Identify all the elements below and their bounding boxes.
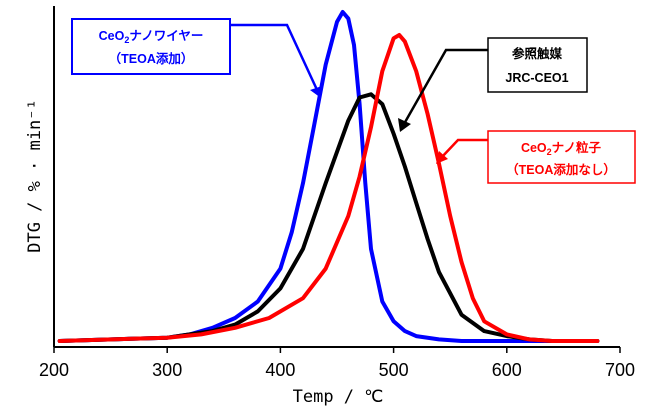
annotation-nanoparticle-arrowhead <box>436 151 448 164</box>
annotation-nanoparticle-arrow <box>440 138 488 159</box>
annotation-nanoparticle: CeO2ナノ粒子 （TEOA添加なし） <box>436 130 636 184</box>
x-tick-label: 400 <box>265 360 295 380</box>
annotation-nanowire-rest: ナノワイヤー <box>129 29 203 43</box>
x-ticks: 200 300 400 500 600 700 <box>39 347 635 380</box>
series-line-1 <box>57 10 600 343</box>
y-axis-title: DTG / % · min⁻¹ <box>25 99 45 253</box>
annotation-reference-arrowhead <box>398 118 411 132</box>
annotation-nanoparticle-line2: （TEOA添加なし） <box>506 162 616 177</box>
annotation-nanowire: CeO2ナノワイヤー （TEOA添加） <box>71 18 322 98</box>
annotation-reference: 参照触媒 JRC-CEO1 <box>398 37 588 132</box>
annotation-nanoparticle-line1: CeO2ナノ粒子 <box>521 140 602 157</box>
annotation-nanowire-sub: 2 <box>124 35 129 45</box>
x-tick-label: 500 <box>379 360 409 380</box>
x-tick-label: 200 <box>39 360 69 380</box>
annotation-nanoparticle-ceo: CeO <box>521 141 547 155</box>
annotation-nanoparticle-box <box>487 130 636 184</box>
series-line-3 <box>57 33 600 343</box>
annotation-nanoparticle-rest: ナノ粒子 <box>552 140 602 155</box>
x-tick-label: 700 <box>605 360 635 380</box>
x-tick-label: 600 <box>492 360 522 380</box>
series-lines <box>57 10 600 343</box>
x-tick-label: 300 <box>152 360 182 380</box>
annotation-nanowire-line2: （TEOA添加） <box>109 51 194 66</box>
annotation-reference-line1: 参照触媒 <box>512 46 563 61</box>
annotation-nanowire-arrow <box>230 23 320 93</box>
annotation-nanowire-arrowhead <box>310 86 322 98</box>
x-axis-title: Temp / ℃ <box>293 387 384 407</box>
annotation-nanoparticle-sub: 2 <box>547 147 552 157</box>
annotation-reference-arrow <box>402 48 488 125</box>
annotation-reference-line2: JRC-CEO1 <box>505 71 568 85</box>
annotation-nanowire-line1: CeO2ナノワイヤー <box>99 29 204 45</box>
annotation-nanowire-ceo: CeO <box>99 29 125 43</box>
annotation-nanowire-box <box>71 18 231 75</box>
annotation-reference-box <box>487 37 588 93</box>
